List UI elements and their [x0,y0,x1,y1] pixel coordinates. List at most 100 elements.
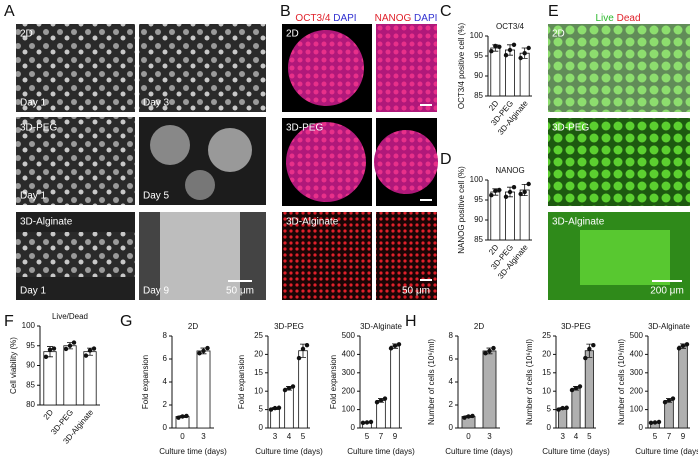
bar [571,387,581,429]
y-tick-label: 0 [351,423,356,432]
y-tick-label: 0 [547,423,552,432]
image-label: 3D-PEG [20,123,57,134]
y-tick-label: 85 [26,380,35,389]
x-tick-label: 7 [667,432,672,441]
data-point [304,343,310,348]
y-tick-label: 6 [449,354,454,363]
bar [390,345,400,429]
y-tick-label: 0 [259,423,264,432]
y-tick-label: 80 [26,400,35,409]
data-point [573,386,579,391]
y-tick-label: 4 [449,377,454,386]
bar [490,191,501,241]
image-label: 3D-PEG [552,123,589,134]
spheroid [374,130,438,194]
data-point [368,419,374,425]
y-tick-label: 4 [163,377,168,386]
data-point [83,353,89,358]
y-axis-label: Fold expansion [329,355,338,409]
channel-name: DAPI [414,13,437,24]
image-label: Day 5 [143,191,170,202]
y-tick-label: 95 [26,341,35,350]
y-axis-label: Number of cells (10⁶/ml) [427,339,436,425]
data-point [507,47,513,53]
data-point [670,396,676,401]
data-point [462,415,467,420]
data-point [652,420,658,425]
micrograph-strip [16,232,135,277]
y-axis-label: NANOG positive cell (%) [457,166,466,254]
image-label: 3D-Alginate [20,217,73,228]
channel-header: NANOG DAPI [375,13,438,24]
bar [519,189,530,241]
y-tick-label: 10 [254,386,263,395]
data-point [569,387,575,393]
data-point [560,405,565,411]
data-point [656,419,662,425]
channel-name: DAPI [333,13,356,24]
data-point [487,348,492,354]
chart-title: 3D-Alginate [360,322,402,331]
data-point [564,405,569,410]
micrograph [548,118,690,206]
micrograph-strip [580,230,670,285]
y-tick-label: 85 [474,235,483,244]
bar [490,47,501,97]
chart-title: 3D-Alginate [648,322,690,331]
data-point [483,351,488,356]
bar [196,350,211,429]
y-tick-label: 300 [342,368,356,377]
data-point [583,355,588,361]
data-point [276,405,282,410]
y-tick-label: 400 [630,350,644,359]
micrograph [376,24,437,112]
data-point [47,347,53,352]
x-axis-label: Culture time (days) [635,447,698,456]
data-point [63,346,69,352]
chart-title: OCT3/4 [496,22,525,31]
data-point [272,405,278,411]
data-point [507,189,513,195]
chart-title: 3D-PEG [561,322,591,331]
data-point [392,343,398,348]
x-axis-label: Culture time (days) [159,447,227,456]
x-tick-label: 4 [574,432,579,441]
channel-header: OCT3/4 DAPI [295,13,356,24]
data-point [282,387,288,393]
micrograph [282,212,372,300]
data-point [680,343,686,348]
y-tick-label: 8 [449,331,454,340]
y-tick-label: 100 [470,31,484,40]
image-label: 3D-Alginate [286,217,339,228]
data-point [180,414,185,419]
data-point [360,420,366,426]
bar [284,387,294,429]
data-point [497,44,502,49]
scale-bar-label: 200 μm [650,286,684,297]
chart-title: 2D [474,322,484,331]
y-tick-label: 90 [474,71,483,80]
micrograph [139,24,266,112]
y-axis-label: Fold expansion [141,355,150,409]
image-label: Day 3 [143,98,170,109]
bar [482,350,497,429]
micrograph [376,212,437,300]
channel-name: OCT3/4 [295,13,330,24]
y-tick-label: 95 [474,51,483,60]
y-tick-label: 200 [630,386,644,395]
data-point [518,191,523,197]
channel-name: Live [595,13,614,24]
y-tick-label: 95 [474,195,483,204]
y-tick-label: 100 [630,405,644,414]
x-tick-label: 9 [681,432,686,441]
x-tick-label: 5 [365,432,370,441]
x-tick-label: 0 [466,432,471,441]
data-point [577,384,583,389]
y-tick-label: 100 [470,175,484,184]
data-point [503,53,509,58]
panel-letter: H [405,313,417,330]
x-tick-label: 7 [379,432,384,441]
data-point [489,49,494,54]
data-point [374,400,380,405]
data-point [648,420,654,426]
